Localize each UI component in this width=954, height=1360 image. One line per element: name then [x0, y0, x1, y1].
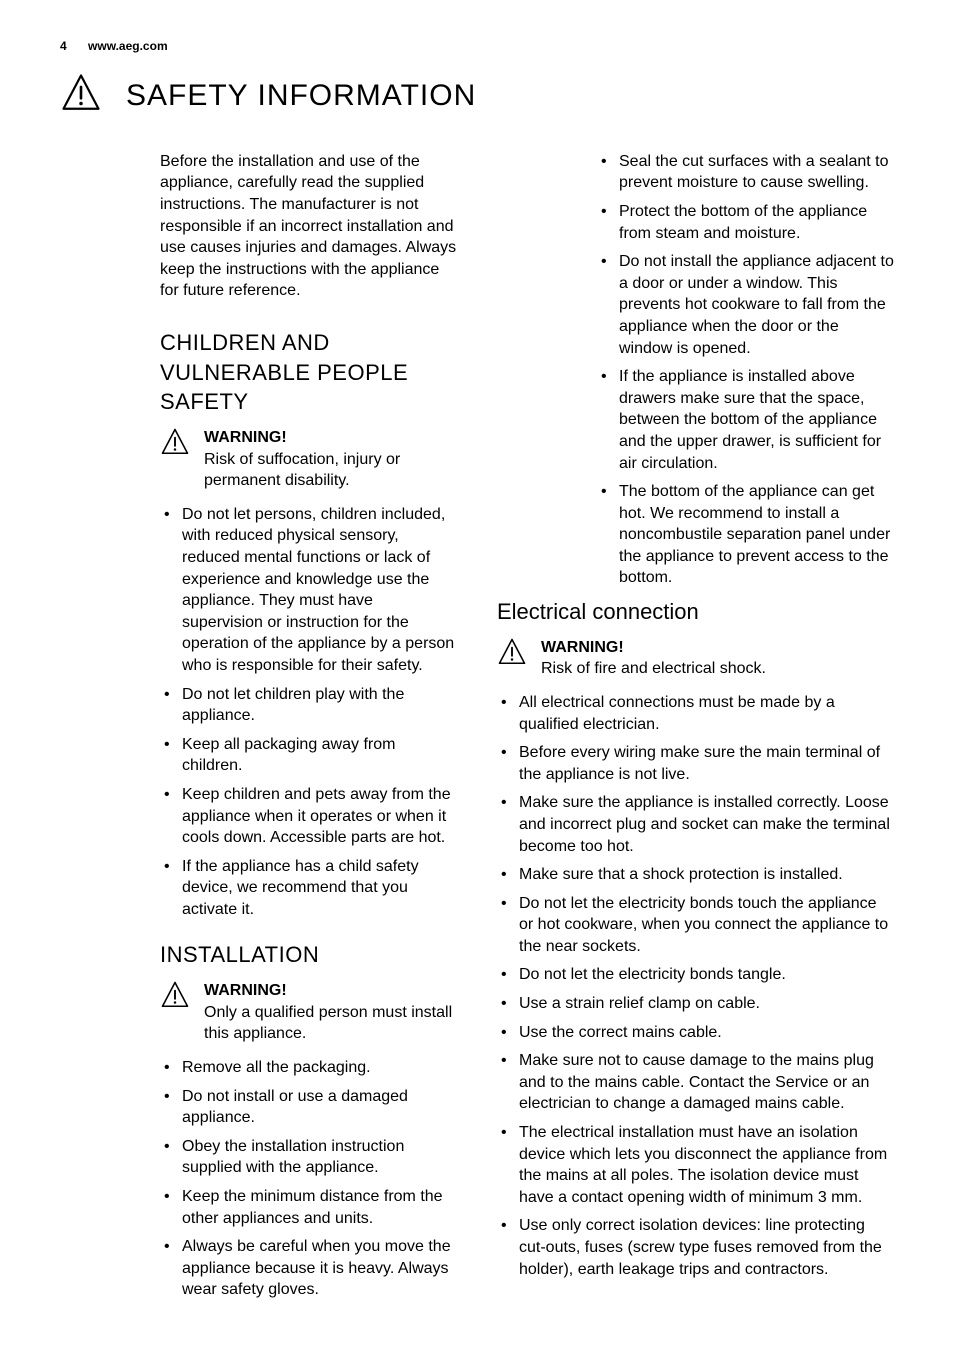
list-item: Use the correct mains cable.: [497, 1022, 894, 1044]
list-item: Do not let the electricity bonds tangle.: [497, 964, 894, 986]
list-item: Do not install the appliance adjacent to…: [597, 251, 894, 359]
section-heading-children: CHILDREN AND VULNERABLE PEOPLE SAFETY: [160, 328, 457, 417]
list-item: Do not let the electricity bonds touch t…: [497, 893, 894, 958]
list-item: Use only correct isolation devices: line…: [497, 1215, 894, 1280]
list-item: Always be careful when you move the appl…: [160, 1236, 457, 1301]
page-title: SAFETY INFORMATION: [126, 76, 476, 117]
page-header: 4 www.aeg.com: [60, 38, 894, 54]
list-item: Make sure that a shock protection is ins…: [497, 864, 894, 886]
list-item: Make sure the appliance is installed cor…: [497, 792, 894, 857]
list-item: Keep all packaging away from children.: [160, 734, 457, 777]
warning-text: Risk of fire and electrical shock.: [541, 658, 766, 680]
intro-text: Before the installation and use of the a…: [160, 151, 457, 302]
list-item: Before every wiring make sure the main t…: [497, 742, 894, 785]
site-url: www.aeg.com: [88, 39, 168, 53]
warning-icon: [497, 637, 527, 680]
section-heading-electrical: Electrical connection: [497, 597, 894, 627]
warning-box: WARNING! Risk of suffocation, injury or …: [160, 427, 457, 492]
warning-icon: [60, 72, 102, 121]
list-item: Do not let persons, children included, w…: [160, 504, 457, 677]
list-item: If the appliance is installed above draw…: [597, 366, 894, 474]
list-item: Use a strain relief clamp on cable.: [497, 993, 894, 1015]
list-item: The electrical installation must have an…: [497, 1122, 894, 1208]
warning-icon: [160, 427, 190, 492]
list-item: All electrical connections must be made …: [497, 692, 894, 735]
warning-title: WARNING!: [204, 427, 457, 449]
warning-title: WARNING!: [204, 980, 457, 1002]
list-item: Make sure not to cause damage to the mai…: [497, 1050, 894, 1115]
list-item: Obey the installation instruction suppli…: [160, 1136, 457, 1179]
list-item: The bottom of the appliance can get hot.…: [597, 481, 894, 589]
list-item: Keep the minimum distance from the other…: [160, 1186, 457, 1229]
warning-icon: [160, 980, 190, 1045]
bullet-list: All electrical connections must be made …: [497, 692, 894, 1280]
section-heading-installation: INSTALLATION: [160, 940, 457, 970]
warning-box: WARNING! Only a qualified person must in…: [160, 980, 457, 1045]
warning-text: Risk of suffocation, injury or permanent…: [204, 449, 457, 492]
list-item: Do not install or use a damaged applianc…: [160, 1086, 457, 1129]
list-item: Remove all the packaging.: [160, 1057, 457, 1079]
title-row: SAFETY INFORMATION: [60, 72, 894, 121]
list-item: Protect the bottom of the appliance from…: [597, 201, 894, 244]
list-item: Do not let children play with the applia…: [160, 684, 457, 727]
list-item: Keep children and pets away from the app…: [160, 784, 457, 849]
list-item: If the appliance has a child safety devi…: [160, 856, 457, 921]
list-item: Seal the cut surfaces with a sealant to …: [597, 151, 894, 194]
bullet-list: Do not let persons, children included, w…: [160, 504, 457, 921]
warning-box: WARNING! Risk of fire and electrical sho…: [497, 637, 894, 680]
page-number: 4: [60, 39, 67, 53]
warning-text: Only a qualified person must install thi…: [204, 1002, 457, 1045]
warning-title: WARNING!: [541, 637, 766, 659]
